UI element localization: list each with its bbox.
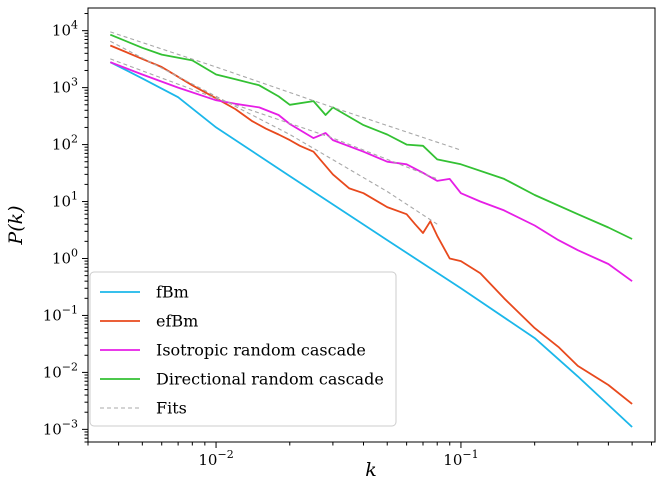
legend: fBm efBm Isotropic random cascade Direction… <box>89 271 397 427</box>
legend-box <box>89 271 397 427</box>
y-tick-label: 10−1 <box>43 303 78 324</box>
series-line-efbm <box>109 44 633 405</box>
y-tick-label-exponent: −3 <box>62 417 78 430</box>
fit-line-3 <box>110 40 438 225</box>
series-line-fbm <box>109 61 633 428</box>
y-tick-label-mantissa: 10 <box>52 193 71 211</box>
y-tick-label: 10−3 <box>43 417 78 438</box>
y-tick-label: 102 <box>52 133 78 154</box>
x-tick-label-mantissa: 10 <box>198 451 217 469</box>
x-tick-label: 10−2 <box>198 448 233 469</box>
series-line-directional-random-cascade <box>109 33 633 240</box>
y-tick-label-exponent: 1 <box>71 190 78 203</box>
fit-line-1 <box>110 31 462 151</box>
x-tick-label-exponent: −2 <box>217 448 233 461</box>
y-tick-label-mantissa: 10 <box>52 249 71 267</box>
y-tick-label-exponent: −2 <box>62 360 78 373</box>
series-layer <box>109 31 633 428</box>
y-tick-label-mantissa: 10 <box>43 420 62 438</box>
y-tick-label: 104 <box>52 19 78 40</box>
y-tick-label: 100 <box>52 246 78 267</box>
y-tick-label-exponent: 3 <box>71 76 78 89</box>
legend-label-fits: Fits <box>156 399 187 418</box>
x-tick-label: 10−1 <box>443 448 478 469</box>
series-line-isotropic-random-cascade <box>109 61 633 282</box>
x-axis-label: k <box>365 459 377 481</box>
y-tick-label-mantissa: 10 <box>52 22 71 40</box>
y-tick-label-exponent: 0 <box>71 246 78 259</box>
y-tick-label: 10−2 <box>43 360 78 381</box>
y-tick-label-mantissa: 10 <box>43 306 62 324</box>
plot-frame <box>87 7 656 443</box>
x-tick-label-mantissa: 10 <box>443 451 462 469</box>
y-tick-label-mantissa: 10 <box>43 363 62 381</box>
y-tick-label: 103 <box>52 76 78 97</box>
y-tick-label: 101 <box>52 190 78 211</box>
y-tick-label-mantissa: 10 <box>52 136 71 154</box>
y-tick-label-mantissa: 10 <box>52 79 71 97</box>
y-tick-label-exponent: 2 <box>71 133 78 146</box>
fit-line-2 <box>110 58 438 180</box>
y-tick-label-exponent: 4 <box>71 19 78 32</box>
legend-label-efbm: efBm <box>156 312 198 331</box>
legend-label-isotropic-random-cascade: Isotropic random cascade <box>156 341 366 360</box>
y-axis-label: P(k) <box>5 205 27 245</box>
legend-label-directional-random-cascade: Directional random cascade <box>156 370 384 389</box>
x-tick-label-exponent: −1 <box>462 448 478 461</box>
x-axis: 10−2 10−1 <box>87 442 653 469</box>
y-tick-label-exponent: −1 <box>62 303 78 316</box>
legend-label-fbm: fBm <box>156 283 189 302</box>
